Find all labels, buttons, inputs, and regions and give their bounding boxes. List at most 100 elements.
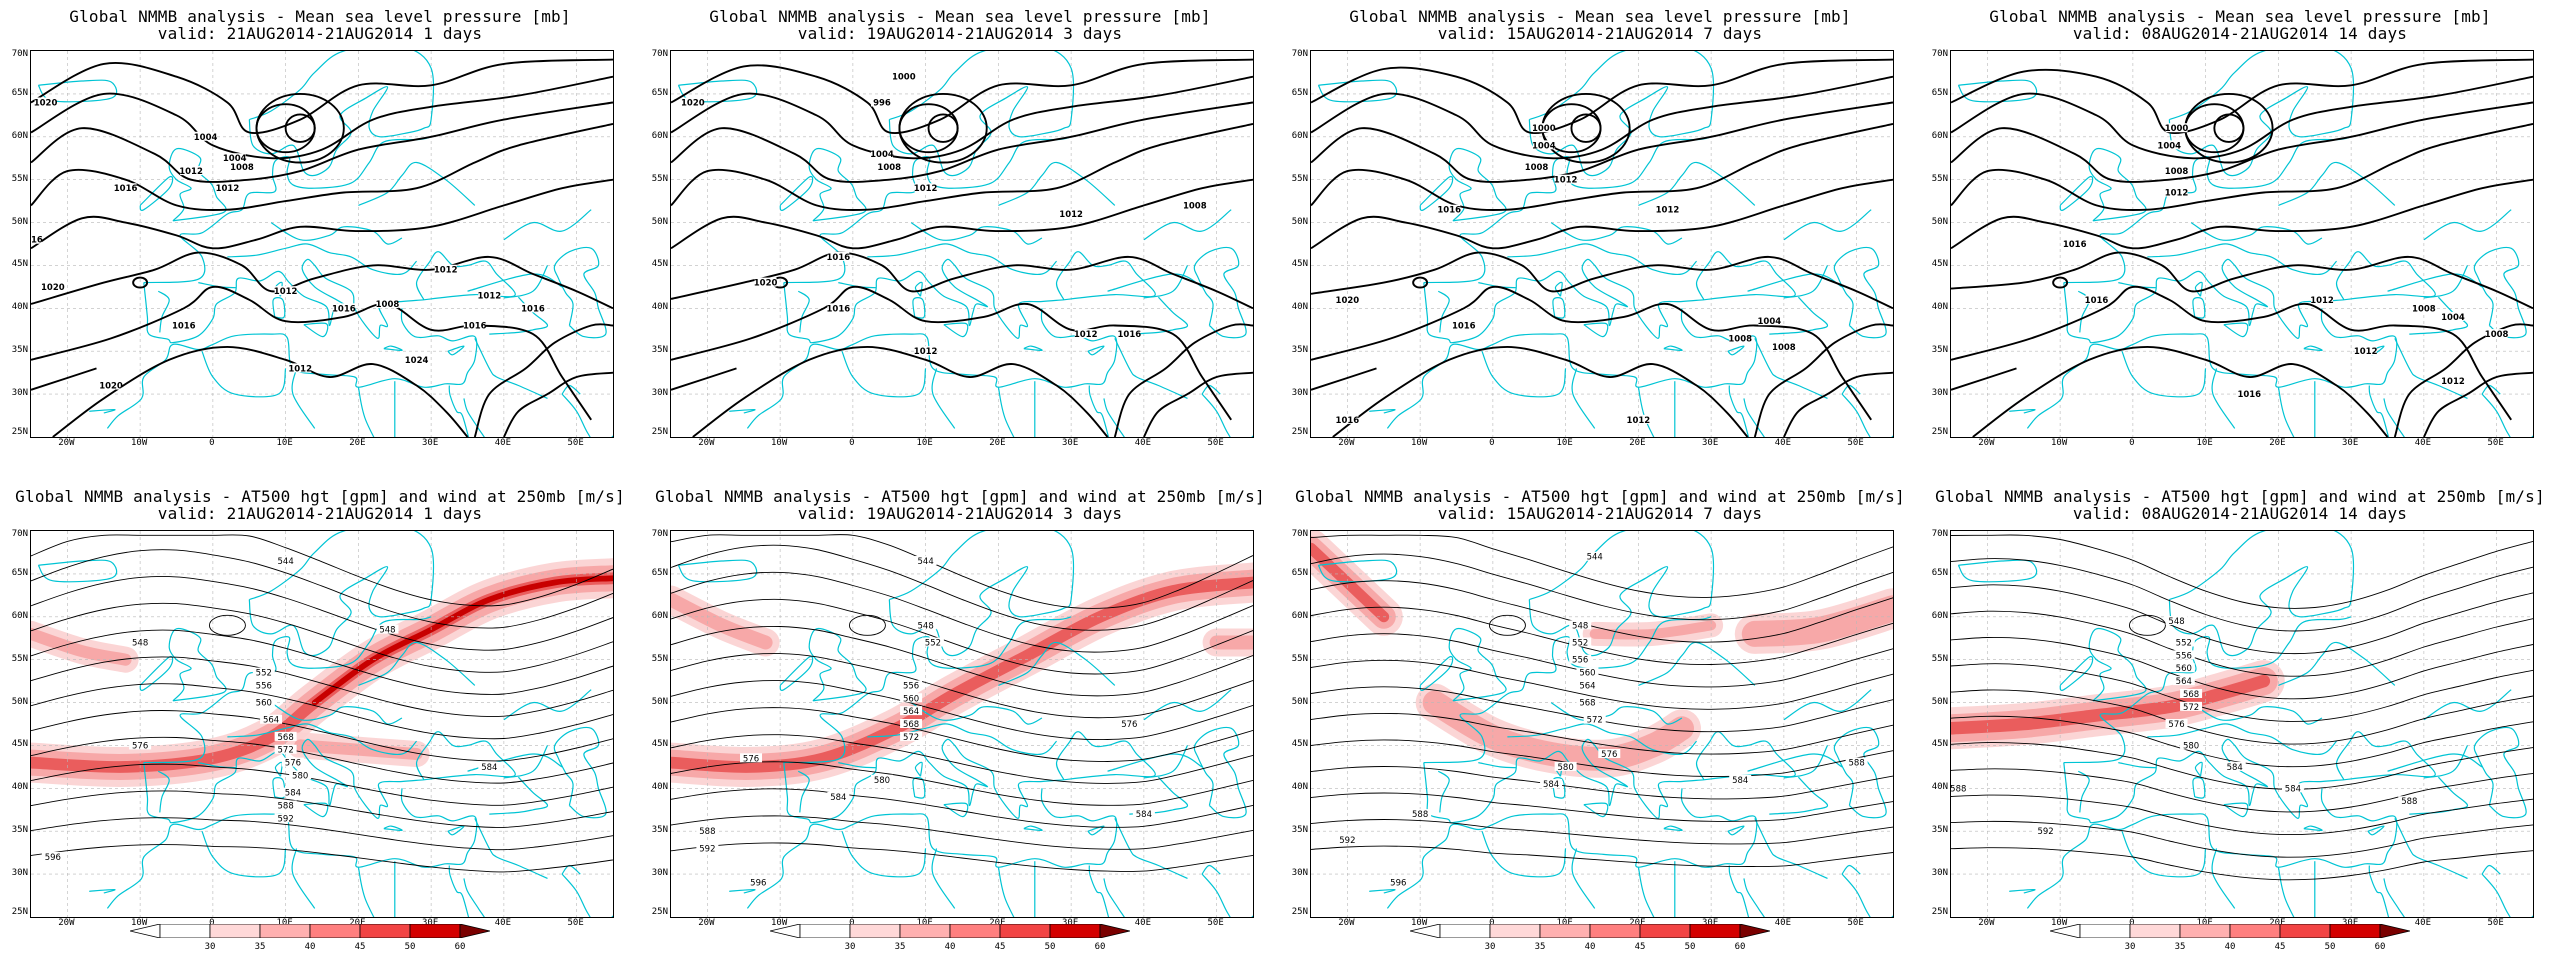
contour-label: 1004 — [1757, 317, 1781, 327]
label-bg — [914, 183, 937, 193]
coastline — [914, 281, 923, 297]
contour-label: 588 — [1951, 784, 1966, 794]
coastline — [783, 616, 1072, 764]
lat-tick-label: 35N — [1291, 345, 1308, 356]
contour-label: 1004 — [2157, 141, 2181, 151]
label-bg — [274, 286, 297, 296]
isobar — [1311, 58, 1893, 135]
coastline — [561, 384, 581, 395]
lon-tick-label: 40E — [1774, 918, 1792, 928]
colorbar-segment — [999, 924, 1051, 938]
lat-tick-label: 45N — [1931, 739, 1948, 750]
colorbar-tick-label: 60 — [2374, 942, 2386, 952]
label-bg — [900, 706, 923, 716]
height-contour — [31, 629, 613, 695]
label-bg — [2398, 796, 2421, 806]
contour-label: 1012 — [1074, 330, 1098, 340]
lon-tick-label: 50E — [1847, 918, 1864, 928]
coastline — [2168, 531, 2355, 657]
label-bg — [1554, 174, 1577, 184]
label-bg — [376, 299, 399, 309]
coastline — [2190, 222, 2323, 245]
coastline — [1957, 559, 2038, 583]
coastline — [1481, 830, 1567, 878]
coastline — [198, 762, 237, 769]
height-contour — [1951, 689, 2533, 745]
contour-label: 1012 — [288, 364, 312, 374]
contour-label: 1020 — [41, 283, 65, 293]
coastline — [1571, 368, 1596, 429]
lon-tick-label: 30E — [1061, 438, 1079, 448]
coastline — [2368, 385, 2390, 437]
label-bg — [870, 774, 893, 784]
coastline — [1201, 864, 1221, 875]
coastline — [2063, 136, 2352, 284]
lat-tick-label: 45N — [651, 259, 668, 270]
coastline — [841, 830, 927, 878]
lat-tick-label: 60N — [11, 130, 28, 141]
coastline — [779, 655, 814, 691]
lon-tick-label: 20E — [349, 438, 366, 448]
height-contour — [671, 761, 1253, 806]
height-contour — [1951, 768, 2533, 813]
contour-label: 564 — [1579, 681, 1595, 691]
contour-label: 1016 — [2237, 390, 2261, 400]
lon-tick-label: 20W — [58, 438, 75, 448]
label-bg — [900, 680, 923, 690]
coastline — [1423, 616, 1712, 764]
label-bg — [1569, 654, 1592, 664]
coastline — [912, 777, 926, 799]
colorbar-segment — [1539, 924, 1591, 938]
coastline — [227, 243, 418, 275]
contour-label: 588 — [278, 801, 294, 811]
height-contour — [671, 544, 1253, 631]
coastline — [2121, 350, 2207, 398]
lon-tick-label: 10E — [276, 918, 293, 928]
lon-tick-label: 50E — [567, 438, 584, 448]
contour-label: 1016 — [31, 236, 43, 246]
coastline — [1583, 802, 1609, 818]
height-contour — [31, 576, 613, 651]
height-contour — [1311, 712, 1893, 755]
label-bg — [827, 251, 850, 261]
label-bg — [1576, 697, 1599, 707]
coastline — [2009, 408, 2036, 414]
height-contour — [1951, 794, 2533, 836]
panel-title: Global NMMB analysis - Mean sea level pr… — [709, 7, 1211, 26]
coastline — [1448, 147, 1507, 222]
coastlines — [37, 51, 613, 437]
colorbar-max-arrow — [1739, 924, 1770, 938]
coastline — [1143, 689, 1232, 721]
coastline — [503, 265, 549, 299]
label-bg — [2165, 123, 2188, 133]
lat-tick-label: 60N — [1291, 610, 1308, 621]
height-contour-low — [848, 614, 886, 636]
coastline — [2303, 825, 2323, 832]
lat-tick-label: 30N — [11, 388, 28, 399]
height-contour — [1311, 792, 1893, 822]
panel-title: Global NMMB analysis - AT500 hgt [gpm] a… — [1295, 487, 1905, 506]
label-bg — [1772, 341, 1795, 351]
graticule — [671, 531, 1253, 917]
coastline — [746, 308, 1118, 429]
isobar — [1951, 122, 2533, 211]
coastline — [729, 888, 756, 894]
lat-tick-label: 70N — [651, 529, 668, 539]
lat-tick-label: 40N — [11, 782, 28, 793]
isobar — [31, 75, 613, 160]
label-bg — [1729, 333, 1752, 343]
coastline — [1552, 297, 1566, 319]
lon-tick-label: 10W — [1410, 438, 1428, 448]
coastline — [1481, 350, 1567, 398]
coastline — [503, 745, 549, 779]
contour-labels: 544 548 552 556 560 564 568 572 576 580 584 588 592 5… — [696, 556, 1155, 889]
colorbar-tick-label: 45 — [2274, 942, 2286, 952]
height-contour — [1951, 534, 2533, 609]
label-bg — [914, 620, 937, 630]
lat-tick-label: 50N — [651, 216, 668, 227]
height-contour — [1951, 742, 2533, 790]
label-bg — [216, 183, 239, 193]
height-contour — [671, 653, 1253, 719]
contour-label: 1016 — [1437, 206, 1461, 216]
height-contour — [1951, 558, 2533, 632]
